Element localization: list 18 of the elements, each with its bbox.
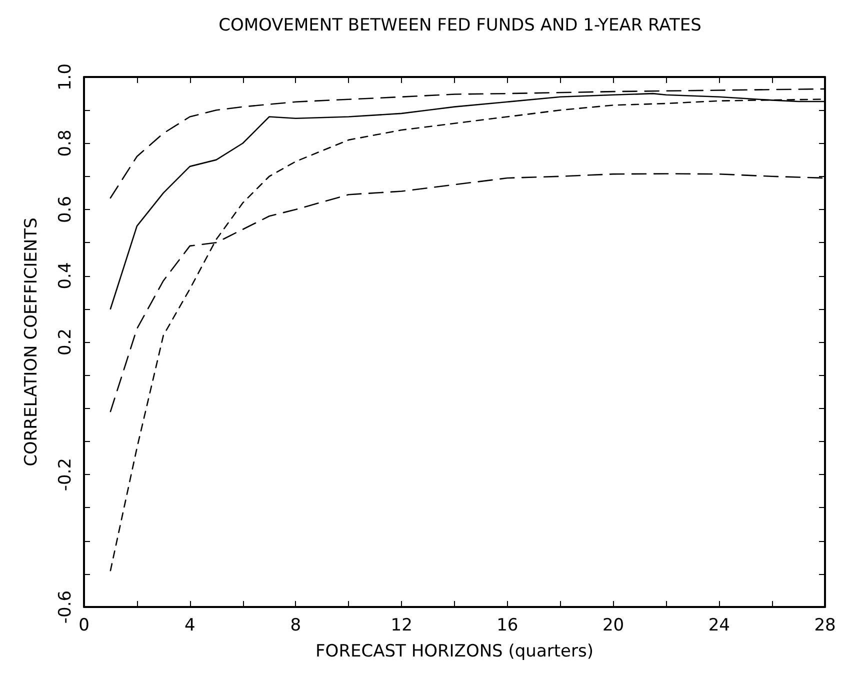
y-tick-label: 0.6 [56, 196, 76, 224]
x-tick-label: 28 [814, 616, 836, 636]
chart-title: COMOVEMENT BETWEEN FED FUNDS AND 1-YEAR RATES [218, 16, 702, 36]
y-axis-title: CORRELATION COEFFICIENTS [22, 218, 42, 466]
x-tick-label: 12 [390, 616, 412, 636]
x-tick-label: 20 [602, 616, 624, 636]
y-tick-label: 0.2 [56, 328, 76, 356]
x-tick-label: 16 [496, 616, 518, 636]
y-tick-label: -0.6 [56, 590, 76, 624]
y-tick-label: -0.2 [56, 458, 76, 492]
x-tick-label: 0 [78, 616, 90, 636]
x-tick-label: 24 [708, 616, 730, 636]
y-tick-label: 0.4 [56, 262, 76, 290]
y-tick-label: 1.0 [56, 63, 76, 91]
x-axis-title: FORECAST HORIZONS (quarters) [316, 642, 594, 662]
x-tick-label: 8 [290, 616, 302, 636]
x-tick-label: 4 [184, 616, 196, 636]
y-tick-label: 0.8 [56, 130, 76, 157]
